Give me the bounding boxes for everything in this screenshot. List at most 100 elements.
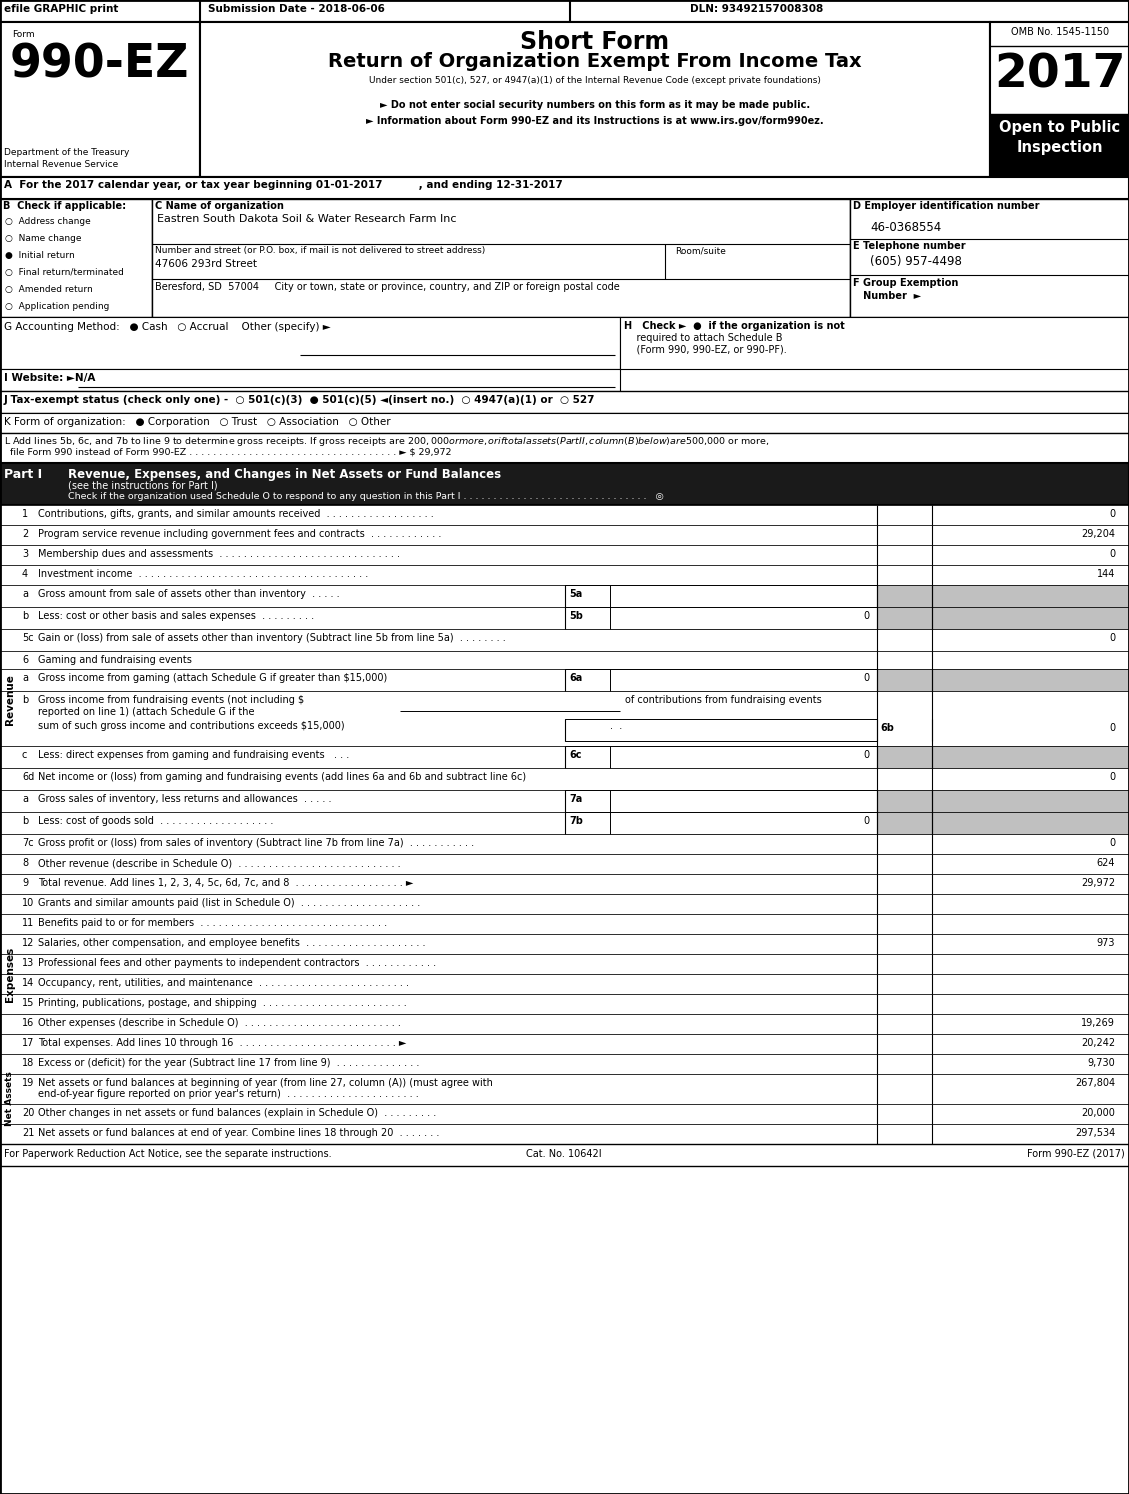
Text: 0: 0 (1109, 633, 1115, 642)
Text: 9,730: 9,730 (1087, 1058, 1115, 1068)
Text: 6c: 6c (569, 750, 581, 760)
Text: Gross sales of inventory, less returns and allowances  . . . . .: Gross sales of inventory, less returns a… (38, 793, 332, 804)
Text: Revenue, Expenses, and Changes in Net Assets or Fund Balances: Revenue, Expenses, and Changes in Net As… (68, 468, 501, 481)
Text: 6d: 6d (21, 772, 34, 781)
Text: Return of Organization Exempt From Income Tax: Return of Organization Exempt From Incom… (329, 52, 861, 72)
Text: Gross income from gaming (attach Schedule G if greater than $15,000): Gross income from gaming (attach Schedul… (38, 672, 387, 683)
Text: 20,000: 20,000 (1082, 1109, 1115, 1118)
Bar (0, 874, 1129, 893)
Bar (0, 586, 1129, 607)
Text: Department of the Treasury: Department of the Treasury (5, 148, 130, 157)
Text: ► Information about Form 990-EZ and its Instructions is at www.irs.gov/form990ez: ► Information about Form 990-EZ and its … (366, 117, 824, 125)
Text: 2017: 2017 (995, 52, 1126, 97)
Text: end-of-year figure reported on prior year's return)  . . . . . . . . . . . . . .: end-of-year figure reported on prior yea… (38, 1089, 419, 1100)
Text: of contributions from fundraising events: of contributions from fundraising events (625, 695, 822, 705)
Text: Less: cost or other basis and sales expenses  . . . . . . . . .: Less: cost or other basis and sales expe… (38, 611, 314, 622)
Text: a: a (21, 793, 28, 804)
Bar (564, 607, 877, 629)
Text: 144: 144 (1096, 569, 1115, 580)
Bar (0, 768, 1129, 790)
Text: 0: 0 (1109, 772, 1115, 781)
Text: 0: 0 (863, 816, 869, 826)
Text: Part I: Part I (5, 468, 42, 481)
Text: 0: 0 (863, 672, 869, 683)
Text: 5b: 5b (569, 611, 583, 622)
Text: 0: 0 (1109, 723, 1115, 734)
Text: Net assets or fund balances at end of year. Combine lines 18 through 20  . . . .: Net assets or fund balances at end of ye… (38, 1128, 439, 1138)
Bar (877, 586, 1129, 607)
Text: Grants and similar amounts paid (list in Schedule O)  . . . . . . . . . . . . . : Grants and similar amounts paid (list in… (38, 898, 420, 908)
Bar (0, 0, 1129, 22)
Text: 5c: 5c (21, 633, 34, 642)
Text: Revenue: Revenue (5, 674, 15, 725)
Text: DLN: 93492157008308: DLN: 93492157008308 (690, 4, 823, 13)
Bar (0, 176, 1129, 199)
Bar (564, 813, 877, 834)
Text: E Telephone number: E Telephone number (854, 241, 965, 251)
Text: 11: 11 (21, 917, 34, 928)
Text: Total expenses. Add lines 10 through 16  . . . . . . . . . . . . . . . . . . . .: Total expenses. Add lines 10 through 16 … (38, 1038, 406, 1047)
Text: Submission Date - 2018-06-06: Submission Date - 2018-06-06 (208, 4, 385, 13)
Text: Other revenue (describe in Schedule O)  . . . . . . . . . . . . . . . . . . . . : Other revenue (describe in Schedule O) .… (38, 858, 401, 868)
Text: .  .: . . (610, 722, 622, 731)
Text: Salaries, other compensation, and employee benefits  . . . . . . . . . . . . . .: Salaries, other compensation, and employ… (38, 938, 426, 949)
Text: Professional fees and other payments to independent contractors  . . . . . . . .: Professional fees and other payments to … (38, 958, 436, 968)
Bar (0, 834, 1129, 855)
Text: b: b (21, 695, 28, 705)
Text: Occupancy, rent, utilities, and maintenance  . . . . . . . . . . . . . . . . . .: Occupancy, rent, utilities, and maintena… (38, 979, 409, 988)
Text: Short Form: Short Form (520, 30, 669, 54)
Text: 267,804: 267,804 (1075, 1079, 1115, 1088)
Text: Total revenue. Add lines 1, 2, 3, 4, 5c, 6d, 7c, and 8  . . . . . . . . . . . . : Total revenue. Add lines 1, 2, 3, 4, 5c,… (38, 878, 413, 887)
Text: 973: 973 (1096, 938, 1115, 949)
Text: Excess or (deficit) for the year (Subtract line 17 from line 9)  . . . . . . . .: Excess or (deficit) for the year (Subtra… (38, 1058, 419, 1068)
Bar (0, 813, 1129, 834)
Text: L Add lines 5b, 6c, and 7b to line 9 to determine gross receipts. If gross recei: L Add lines 5b, 6c, and 7b to line 9 to … (5, 435, 769, 448)
Text: Number and street (or P.O. box, if mail is not delivered to street address): Number and street (or P.O. box, if mail … (155, 247, 485, 255)
Bar (0, 463, 1129, 505)
Text: 8: 8 (21, 858, 28, 868)
Text: ●  Initial return: ● Initial return (5, 251, 75, 260)
Bar (0, 893, 1129, 914)
Bar (877, 813, 1129, 834)
Bar (152, 199, 850, 317)
Bar (0, 565, 1129, 586)
Text: Check if the organization used Schedule O to respond to any question in this Par: Check if the organization used Schedule … (68, 492, 664, 500)
Text: H   Check ►  ●  if the organization is not: H Check ► ● if the organization is not (624, 321, 844, 332)
Bar (0, 545, 1129, 565)
Text: 0: 0 (1109, 838, 1115, 849)
Text: 20,242: 20,242 (1080, 1038, 1115, 1047)
Text: Number  ►: Number ► (854, 291, 921, 300)
Text: Gross amount from sale of assets other than inventory  . . . . .: Gross amount from sale of assets other t… (38, 589, 340, 599)
Bar (0, 669, 1129, 692)
Text: Less: direct expenses from gaming and fundraising events   . . .: Less: direct expenses from gaming and fu… (38, 750, 349, 760)
Text: a: a (21, 672, 28, 683)
Bar (0, 651, 1129, 669)
Text: reported on line 1) (attach Schedule G if the: reported on line 1) (attach Schedule G i… (38, 707, 254, 717)
Text: K Form of organization:   ● Corporation   ○ Trust   ○ Association   ○ Other: K Form of organization: ● Corporation ○ … (5, 417, 391, 427)
Bar (0, 524, 1129, 545)
Bar (564, 790, 877, 813)
Bar (564, 586, 877, 607)
Bar (0, 692, 1129, 746)
Bar (0, 199, 152, 317)
Text: 6: 6 (21, 654, 28, 665)
Text: Printing, publications, postage, and shipping  . . . . . . . . . . . . . . . . .: Printing, publications, postage, and shi… (38, 998, 406, 1008)
Text: 3: 3 (21, 548, 28, 559)
Text: Cat. No. 10642I: Cat. No. 10642I (526, 1149, 602, 1159)
Text: 5a: 5a (569, 589, 583, 599)
Text: Program service revenue including government fees and contracts  . . . . . . . .: Program service revenue including govern… (38, 529, 441, 539)
Text: file Form 990 instead of Form 990-EZ . . . . . . . . . . . . . . . . . . . . . .: file Form 990 instead of Form 990-EZ . .… (5, 447, 452, 456)
Bar (0, 505, 1129, 524)
Text: Gain or (loss) from sale of assets other than inventory (Subtract line 5b from l: Gain or (loss) from sale of assets other… (38, 633, 506, 642)
Text: C Name of organization: C Name of organization (155, 202, 283, 211)
Bar (0, 1074, 1129, 1104)
Bar (0, 317, 620, 369)
Text: For Paperwork Reduction Act Notice, see the separate instructions.: For Paperwork Reduction Act Notice, see … (5, 1149, 332, 1159)
Bar (990, 114, 1129, 176)
Bar (0, 1014, 1129, 1034)
Text: OMB No. 1545-1150: OMB No. 1545-1150 (1010, 27, 1109, 37)
Text: 7c: 7c (21, 838, 34, 849)
Text: Net income or (loss) from gaming and fundraising events (add lines 6a and 6b and: Net income or (loss) from gaming and fun… (38, 772, 526, 781)
Text: Gross profit or (loss) from sales of inventory (Subtract line 7b from line 7a)  : Gross profit or (loss) from sales of inv… (38, 838, 474, 849)
Text: (Form 990, 990-EZ, or 990-PF).: (Form 990, 990-EZ, or 990-PF). (624, 345, 787, 356)
